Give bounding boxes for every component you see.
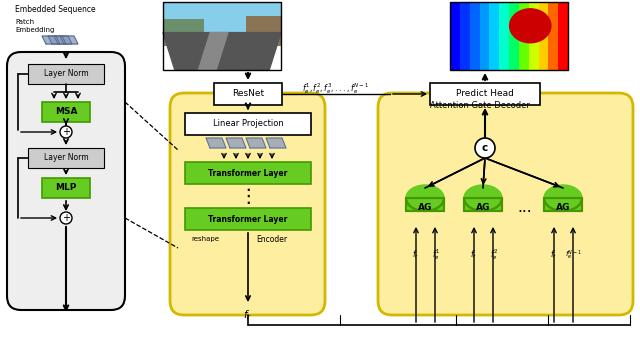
Bar xyxy=(28,64,104,84)
Bar xyxy=(499,2,510,70)
Bar xyxy=(450,2,461,70)
Text: Transformer Layer: Transformer Layer xyxy=(208,215,288,224)
Text: $f_r$: $f_r$ xyxy=(550,249,557,261)
Polygon shape xyxy=(54,36,72,44)
Text: Transformer Layer: Transformer Layer xyxy=(208,168,288,177)
Bar xyxy=(42,178,90,198)
FancyBboxPatch shape xyxy=(378,93,633,315)
Polygon shape xyxy=(246,138,266,148)
Ellipse shape xyxy=(509,9,551,43)
Bar xyxy=(558,2,569,70)
Text: ⋮: ⋮ xyxy=(238,187,258,205)
Text: Linear Projection: Linear Projection xyxy=(212,119,284,128)
Bar xyxy=(246,16,281,46)
Text: Embedding: Embedding xyxy=(15,27,54,33)
Text: Layer Norm: Layer Norm xyxy=(44,70,88,78)
Text: AG: AG xyxy=(556,203,570,212)
Text: c: c xyxy=(482,143,488,153)
Circle shape xyxy=(60,126,72,138)
Circle shape xyxy=(475,138,495,158)
Bar xyxy=(450,2,568,70)
Bar xyxy=(479,2,490,70)
Bar xyxy=(163,19,204,46)
Bar xyxy=(163,2,281,33)
Text: Layer Norm: Layer Norm xyxy=(44,154,88,162)
Text: MLP: MLP xyxy=(55,183,77,192)
Text: AG: AG xyxy=(476,203,490,212)
Bar xyxy=(450,2,568,70)
Bar xyxy=(490,2,500,70)
Text: Predict Head: Predict Head xyxy=(456,90,514,98)
Bar xyxy=(214,83,282,105)
Bar xyxy=(509,2,520,70)
Text: $f_r$: $f_r$ xyxy=(243,308,253,322)
Polygon shape xyxy=(544,185,582,198)
Polygon shape xyxy=(42,36,60,44)
Polygon shape xyxy=(406,185,444,198)
Polygon shape xyxy=(226,138,246,148)
Polygon shape xyxy=(163,33,281,70)
Text: Patch: Patch xyxy=(15,19,34,25)
FancyBboxPatch shape xyxy=(7,52,125,310)
Bar xyxy=(544,198,582,211)
Text: $f_r$: $f_r$ xyxy=(470,249,477,261)
Bar xyxy=(460,2,470,70)
Bar xyxy=(185,162,311,184)
Polygon shape xyxy=(60,36,78,44)
Polygon shape xyxy=(206,138,226,148)
Text: AG: AG xyxy=(418,203,432,212)
Text: reshape: reshape xyxy=(191,236,219,242)
Text: Attention Gate Decoder: Attention Gate Decoder xyxy=(430,102,530,111)
Text: +: + xyxy=(62,127,70,137)
Bar xyxy=(185,113,311,135)
Polygon shape xyxy=(198,33,228,70)
Polygon shape xyxy=(464,185,502,198)
Polygon shape xyxy=(48,36,66,44)
Bar xyxy=(519,2,530,70)
FancyBboxPatch shape xyxy=(170,93,325,315)
Text: Embedded Sequence: Embedded Sequence xyxy=(15,5,95,14)
Bar xyxy=(185,208,311,230)
Text: ResNet: ResNet xyxy=(232,90,264,98)
Text: $f_e^1, f_e^2, f_e^3,...,f_e^{N-1}$: $f_e^1, f_e^2, f_e^3,...,f_e^{N-1}$ xyxy=(302,82,370,97)
Text: Encoder: Encoder xyxy=(257,234,287,244)
Bar xyxy=(464,198,502,211)
Text: ...: ... xyxy=(518,201,532,216)
Bar xyxy=(163,2,281,70)
Text: +: + xyxy=(62,213,70,223)
Bar xyxy=(28,148,104,168)
Text: $f_e^1$: $f_e^1$ xyxy=(432,247,440,262)
Text: $f_e^{N-1}$: $f_e^{N-1}$ xyxy=(565,248,582,262)
Bar xyxy=(42,102,90,122)
Bar xyxy=(406,198,444,211)
Polygon shape xyxy=(266,138,286,148)
Text: $f_e^2$: $f_e^2$ xyxy=(490,247,498,262)
Bar xyxy=(470,2,481,70)
Bar xyxy=(548,2,559,70)
Bar xyxy=(430,83,540,105)
Bar xyxy=(538,2,549,70)
Text: $f_r$: $f_r$ xyxy=(412,249,420,261)
Bar xyxy=(529,2,540,70)
Text: MSA: MSA xyxy=(55,107,77,117)
Circle shape xyxy=(60,212,72,224)
